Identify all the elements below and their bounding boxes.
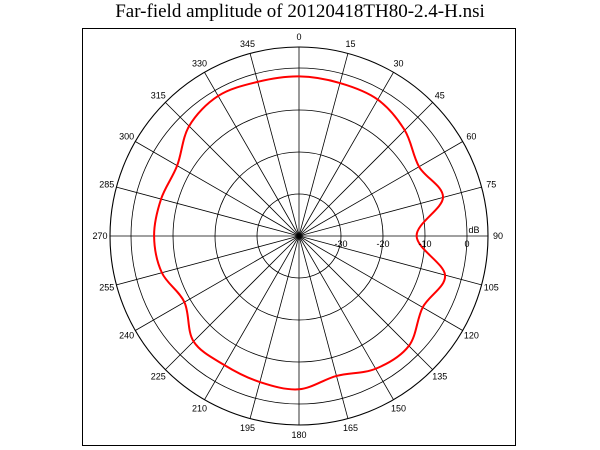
grid-spoke: [116, 186, 300, 237]
data-point: [192, 340, 195, 343]
data-point: [408, 345, 410, 347]
data-point: [298, 388, 300, 391]
tick-labels: 0 15 30 45 60 75 90 105 120 135 150 165 180 195 210 225…: [92, 32, 503, 440]
grid-spoke: [298, 235, 394, 400]
grid-spoke: [298, 235, 482, 286]
polar-grid: [109, 46, 489, 426]
data-point: [160, 198, 162, 200]
data-point: [161, 271, 163, 274]
data-point: [176, 164, 178, 167]
angle-tick-label: 105: [484, 283, 499, 293]
grid-spoke: [204, 72, 300, 237]
data-point: [376, 98, 379, 101]
data-point: [403, 129, 406, 132]
data-point: [256, 81, 259, 83]
grid-spoke: [298, 53, 349, 237]
angle-tick-label: 270: [92, 231, 107, 241]
angle-tick-label: 150: [391, 403, 406, 413]
angle-tick-label: 225: [151, 372, 166, 382]
data-point: [421, 306, 424, 309]
angle-tick-label: 90: [493, 231, 503, 241]
angle-tick-label: 240: [119, 331, 134, 341]
grid-spoke: [135, 141, 300, 237]
grid-spoke: [249, 53, 300, 237]
angle-tick-label: 45: [435, 90, 445, 100]
grid-spoke: [135, 235, 300, 331]
data-point: [259, 381, 261, 383]
data-point: [153, 235, 155, 237]
angle-tick-label: 210: [192, 403, 207, 413]
angle-tick-label: 195: [240, 423, 255, 433]
data-point: [418, 165, 420, 168]
angle-tick-label: 255: [99, 283, 114, 293]
angle-tick-label: 345: [240, 39, 255, 49]
grid-spoke: [165, 235, 300, 370]
radial-tick-label: 0: [464, 239, 469, 249]
angle-tick-label: 120: [464, 331, 479, 341]
grid-spoke: [204, 235, 300, 400]
grid-spoke: [298, 235, 463, 331]
grid-spoke: [249, 235, 300, 419]
angle-tick-label: 15: [345, 39, 355, 49]
radial-tick-label: -30: [334, 239, 347, 249]
angle-tick-label: 60: [466, 132, 476, 142]
angle-tick-label: 0: [296, 32, 301, 42]
radial-unit-label: dB: [468, 225, 479, 235]
grid-spoke: [298, 235, 349, 419]
data-point: [188, 125, 190, 127]
data-point: [415, 235, 418, 237]
angle-tick-label: 285: [99, 179, 114, 189]
data-point: [223, 364, 226, 366]
grid-spoke: [116, 235, 300, 286]
radial-tick-label: -20: [376, 239, 389, 249]
angle-tick-label: 180: [291, 430, 306, 440]
grid-spoke: [298, 235, 433, 370]
data-point: [335, 375, 338, 377]
grid-spoke: [165, 102, 300, 237]
angle-tick-label: 135: [432, 372, 447, 382]
angle-tick-label: 330: [192, 59, 207, 69]
radial-tick-label: -10: [418, 239, 431, 249]
data-point: [339, 82, 341, 84]
angle-tick-label: 165: [343, 423, 358, 433]
series-layer: [153, 75, 447, 391]
angle-tick-label: 30: [393, 59, 403, 69]
angle-tick-label: 300: [119, 132, 134, 142]
data-point: [442, 196, 444, 199]
data-point: [183, 301, 186, 303]
angle-tick-label: 315: [151, 90, 166, 100]
grid-spoke: [298, 141, 463, 237]
data-point: [374, 367, 377, 370]
chart-title: Far-field amplitude of 20120418TH80-2.4-…: [115, 1, 485, 22]
grid-spoke: [298, 186, 482, 237]
grid-spoke: [298, 102, 433, 237]
data-point: [217, 95, 219, 97]
data-point: [444, 274, 446, 276]
angle-tick-label: 75: [486, 179, 496, 189]
data-point: [298, 75, 300, 78]
plot-frame: [82, 28, 516, 446]
